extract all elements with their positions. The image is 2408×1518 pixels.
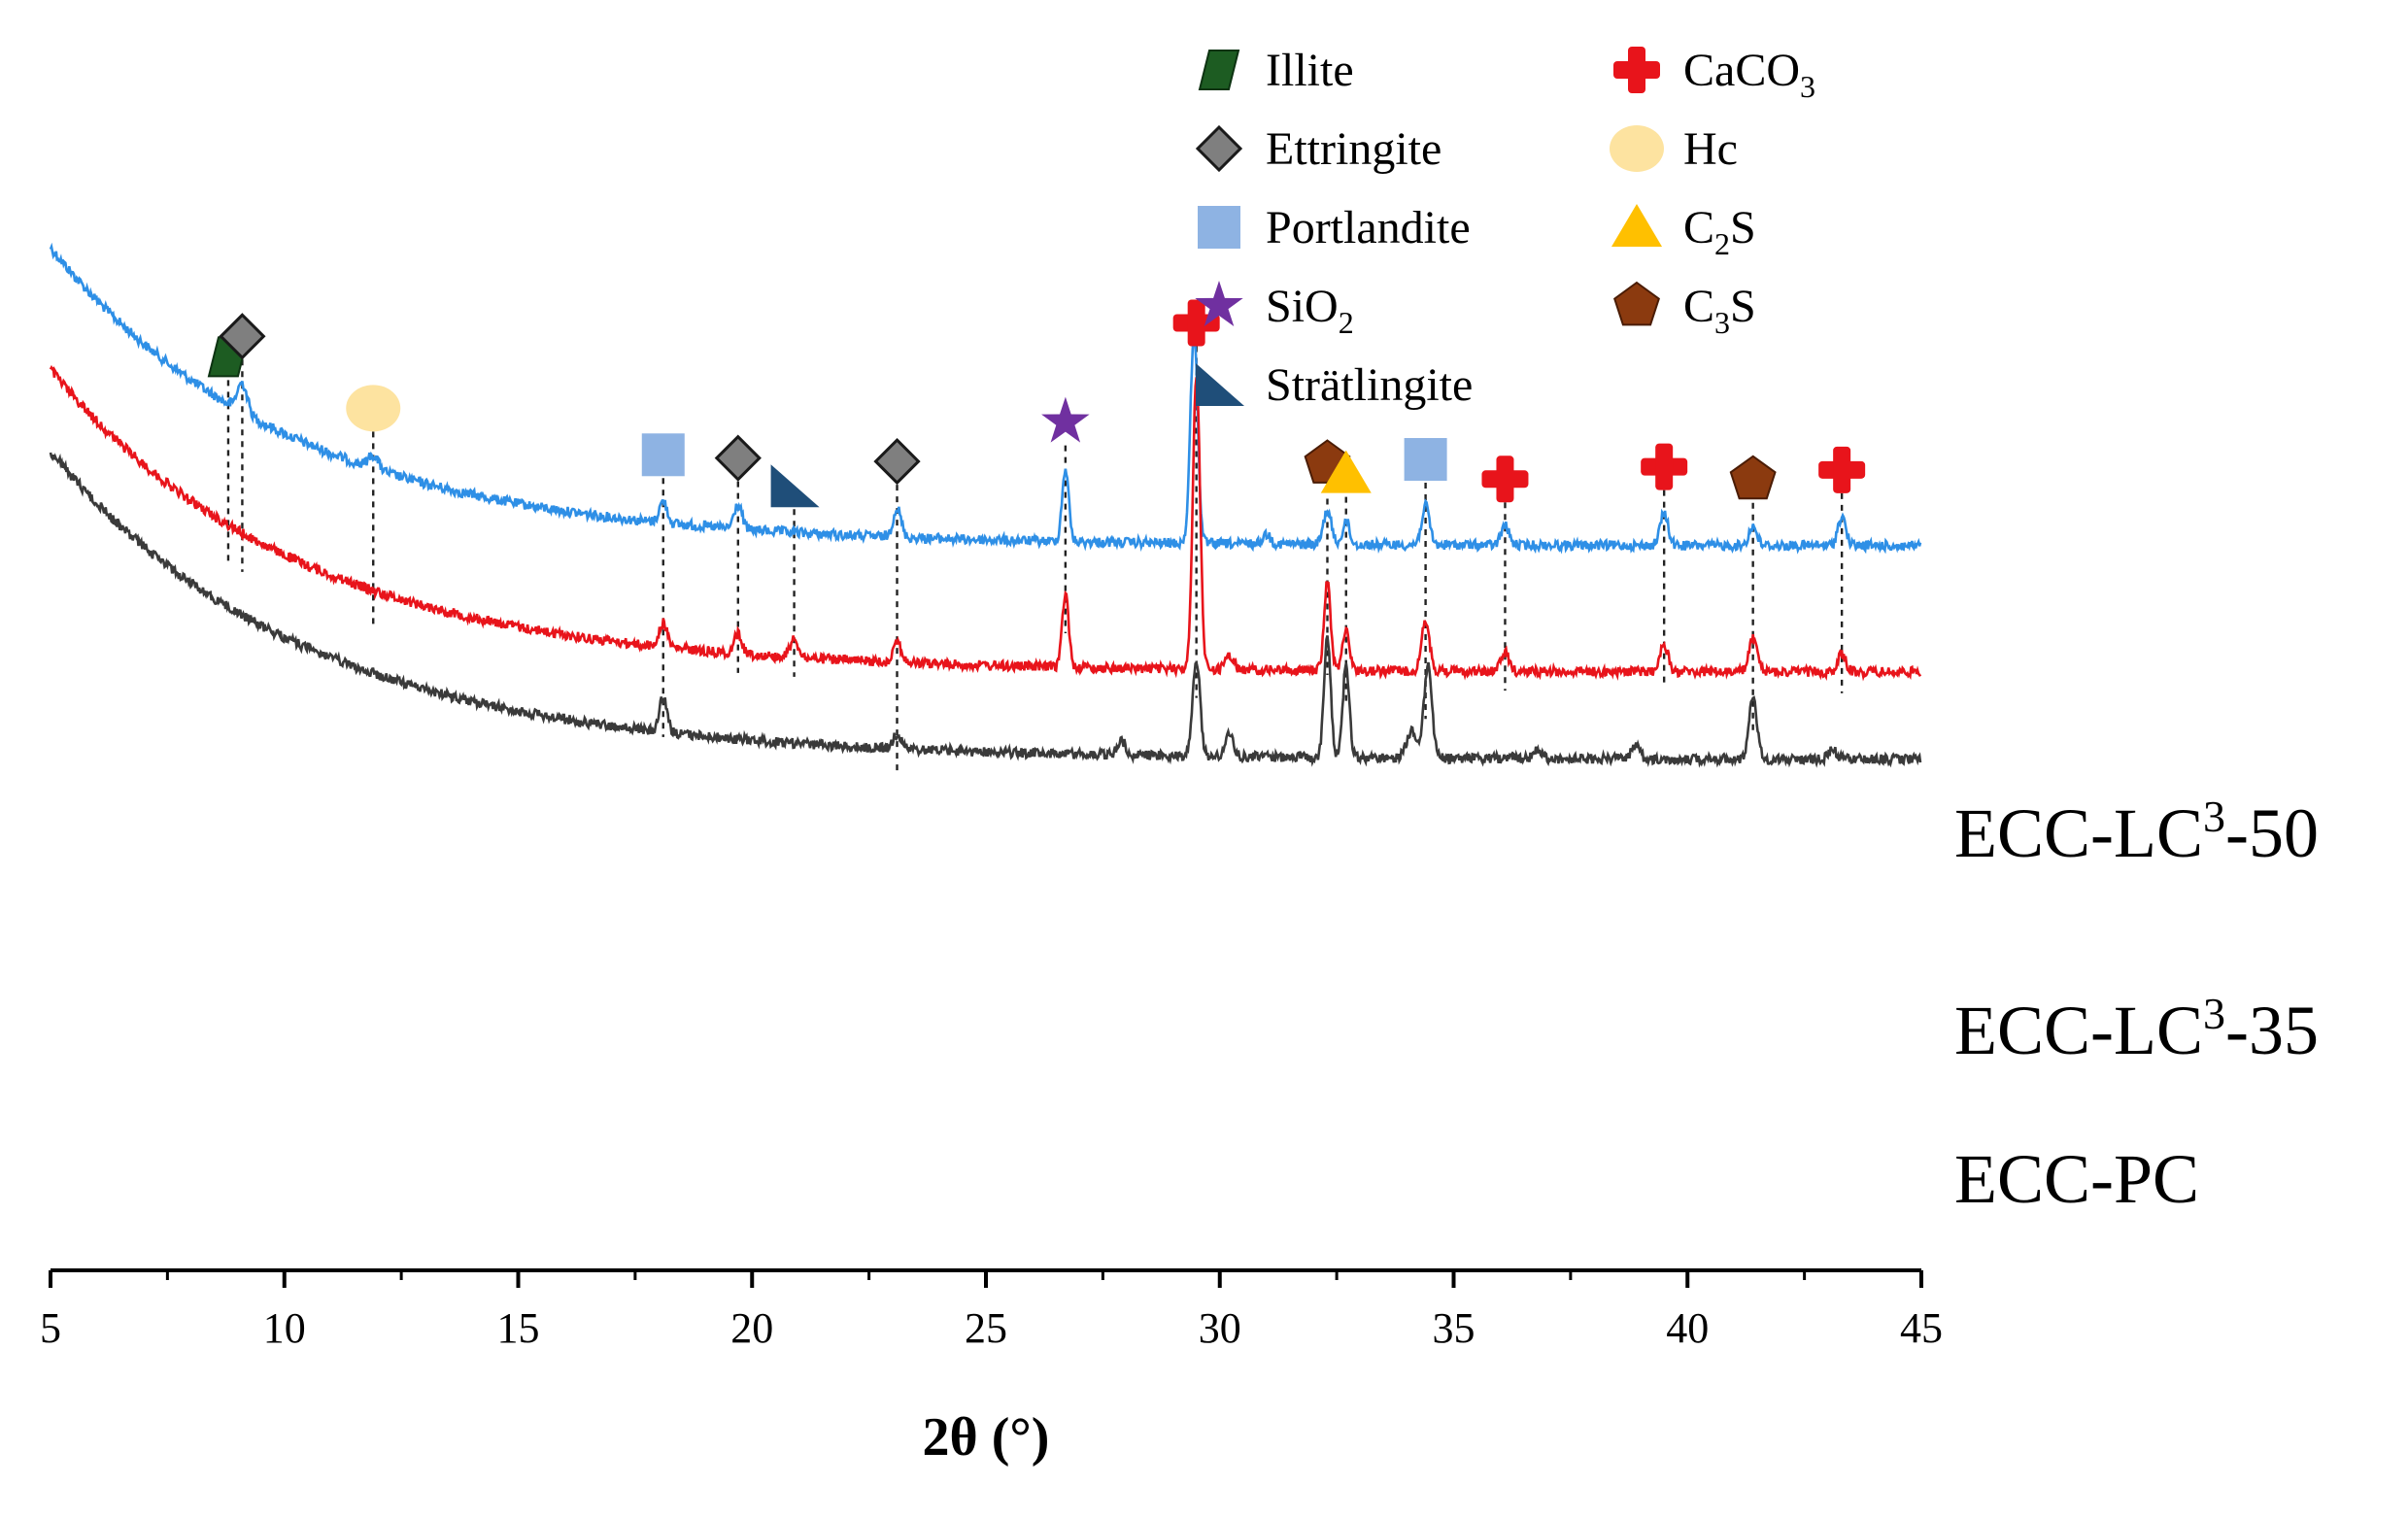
legend-marker-stratlingite: [1196, 363, 1244, 406]
series-ecc-pc: [49, 452, 1922, 768]
peak-marker-caco3: [1172, 299, 1220, 347]
x-axis: 5 10 15 20 25 30 35 40 45: [40, 1268, 1943, 1352]
legend-marker-portlandite: [1198, 206, 1240, 249]
peak-marker-ettringite: [714, 434, 762, 482]
series-ecc-lc-35: [49, 364, 1922, 682]
series-labels: ECC-LC3-50 ECC-LC3-35 ECC-PC: [1954, 792, 2319, 1218]
peak-marker-c3s: [1729, 455, 1777, 500]
legend-marker-hc: [1610, 125, 1664, 172]
legend-marker-c2s: [1611, 204, 1662, 247]
x-tick-label: 45: [1900, 1304, 1943, 1352]
x-tick-label: 25: [965, 1304, 1007, 1352]
peak-marker-stratlingite: [770, 464, 820, 508]
x-axis-title: 2θ (°): [923, 1407, 1050, 1467]
x-tick-label: 40: [1666, 1304, 1709, 1352]
legend-label-caco3: CaCO3: [1683, 45, 1815, 104]
peak-marker-sio2: [1041, 396, 1090, 443]
peak-markers: [207, 299, 1866, 508]
legend-marker-c3s: [1613, 281, 1660, 326]
x-tick-label: 30: [1199, 1304, 1241, 1352]
x-tick-label: 5: [40, 1304, 61, 1352]
peak-marker-caco3: [1818, 446, 1866, 493]
series-group: [49, 242, 1922, 768]
series-label-ecc-pc: ECC-PC: [1954, 1140, 2199, 1218]
x-tick-label: 35: [1433, 1304, 1475, 1352]
x-tick-label: 10: [263, 1304, 306, 1352]
legend-marker-sio2: [1195, 281, 1243, 326]
legend-label-portlandite: Portlandite: [1266, 202, 1471, 253]
series-label-ecc-lc-50: ECC-LC3-50: [1954, 792, 2319, 872]
x-tick-label: 20: [730, 1304, 773, 1352]
legend-label-stratlingite: Strätlingite: [1266, 359, 1473, 411]
peak-guide-lines: [226, 346, 1844, 773]
peak-marker-ettringite: [873, 437, 921, 486]
legend: Illite Ettringite Portlandite SiO2 Strätling…: [1195, 45, 1815, 411]
legend-label-c3s: C3S: [1683, 281, 1756, 340]
x-tick-label: 15: [497, 1304, 540, 1352]
legend-marker-ettringite: [1195, 124, 1243, 173]
series-ecc-lc-50: [49, 242, 1922, 555]
peak-marker-portlandite: [641, 433, 685, 477]
peak-marker-portlandite: [1404, 438, 1447, 482]
legend-marker-illite: [1198, 50, 1240, 90]
legend-label-illite: Illite: [1266, 45, 1354, 96]
series-label-ecc-lc-35: ECC-LC3-35: [1954, 989, 2319, 1069]
peak-marker-caco3: [1641, 443, 1688, 490]
peak-marker-hc: [346, 385, 401, 432]
legend-marker-caco3: [1613, 47, 1660, 93]
peak-marker-caco3: [1481, 455, 1529, 503]
legend-label-c2s: C2S: [1683, 202, 1756, 261]
peak-marker-c2s: [1320, 450, 1372, 493]
legend-label-sio2: SiO2: [1266, 281, 1354, 340]
peak-marker-ettringite: [219, 313, 266, 360]
legend-label-ettringite: Ettringite: [1266, 123, 1441, 175]
legend-label-hc: Hc: [1683, 123, 1738, 175]
